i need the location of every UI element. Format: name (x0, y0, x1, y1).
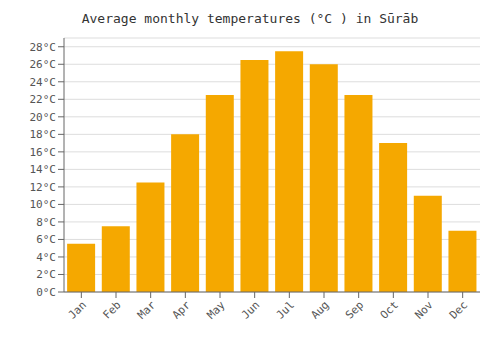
svg-text:8°C: 8°C (36, 216, 56, 229)
svg-text:Sep: Sep (343, 298, 366, 321)
svg-text:24°C: 24°C (30, 76, 57, 89)
svg-text:Mar: Mar (135, 298, 159, 322)
svg-text:20°C: 20°C (30, 111, 57, 124)
svg-text:12°C: 12°C (30, 181, 57, 194)
svg-text:2°C: 2°C (36, 268, 56, 281)
svg-text:6°C: 6°C (36, 233, 56, 246)
svg-text:4°C: 4°C (36, 251, 56, 264)
svg-text:Nov: Nov (412, 298, 436, 322)
svg-text:14°C: 14°C (30, 163, 57, 176)
svg-text:Feb: Feb (100, 298, 123, 321)
svg-text:16°C: 16°C (30, 146, 57, 159)
svg-text:18°C: 18°C (30, 128, 57, 141)
svg-text:Dec: Dec (447, 298, 470, 321)
svg-text:26°C: 26°C (30, 58, 57, 71)
svg-text:Jan: Jan (66, 298, 89, 321)
svg-text:0°C: 0°C (36, 286, 56, 299)
svg-text:10°C: 10°C (30, 198, 57, 211)
svg-text:28°C: 28°C (30, 41, 57, 54)
svg-text:Apr: Apr (170, 298, 194, 322)
svg-text:22°C: 22°C (30, 93, 57, 106)
html-text:Average monthly temperatures (: Average monthly temperatures (°C ) in Sū… (81, 11, 419, 26)
svg-text:Aug: Aug (308, 298, 331, 321)
svg-text:Jul: Jul (274, 298, 297, 321)
svg-text:Oct: Oct (378, 298, 401, 321)
svg-text:May: May (204, 298, 228, 322)
svg-text:Jun: Jun (239, 298, 262, 321)
